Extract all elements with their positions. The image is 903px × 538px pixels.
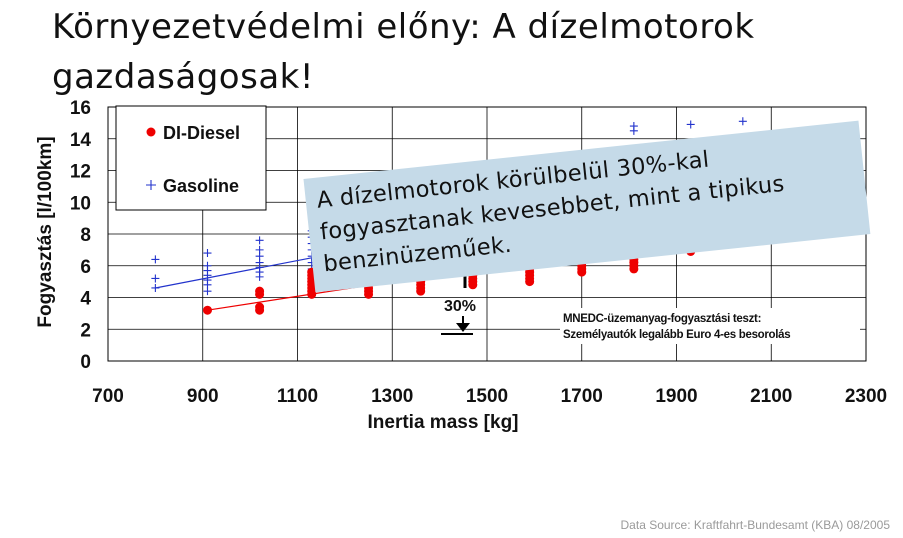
data-source-note: Data Source: Kraftfahrt-Bundesamt (KBA) … [620, 518, 890, 532]
diesel-point [202, 305, 212, 315]
legend-box [115, 105, 267, 211]
reduction-arrowhead [456, 323, 470, 332]
y-tick-label: 0 [80, 352, 91, 373]
x-tick-label: 1500 [466, 386, 508, 407]
legend-gasoline-marker [146, 180, 156, 190]
gasoline-point [203, 261, 212, 270]
callout-box [303, 120, 871, 293]
legend-diesel-label: DI-Diesel [163, 123, 240, 143]
gasoline-point [686, 120, 695, 129]
gasoline-point [151, 255, 160, 264]
x-tick-label: 1300 [371, 386, 413, 407]
reduction-label: 30% [444, 298, 476, 315]
diesel-point [255, 286, 265, 296]
gasoline-point [629, 122, 638, 131]
x-tick-label: 1700 [561, 386, 603, 407]
x-tick-label: 700 [92, 386, 124, 407]
gasoline-point [738, 117, 747, 126]
diesel-point [255, 302, 265, 312]
test-note: MNEDC-üzemanyag-fogyasztási teszt: Személ… [560, 308, 860, 344]
x-tick-label: 2100 [750, 386, 792, 407]
legend-gasoline-label: Gasoline [163, 176, 239, 196]
y-tick-label: 12 [70, 162, 91, 183]
test-note-bg [560, 308, 860, 344]
gasoline-point [255, 236, 264, 245]
test-note-line-1: MNEDC-üzemanyag-fogyasztási teszt: [563, 313, 761, 325]
y-tick-label: 14 [70, 130, 92, 151]
legend: DI-Diesel Gasoline [115, 105, 267, 211]
gasoline-point [151, 274, 160, 283]
y-tick-label: 16 [70, 98, 91, 119]
y-tick-label: 2 [80, 320, 91, 341]
x-axis-title: Inertia mass [kg] [368, 412, 519, 433]
x-tick-label: 1100 [277, 386, 318, 407]
y-tick-label: 10 [70, 193, 91, 214]
y-tick-label: 4 [80, 289, 91, 310]
gasoline-point [151, 283, 160, 292]
y-tick-label: 6 [80, 257, 91, 278]
y-axis-title: Fogyasztás [l/100km] [35, 136, 56, 327]
page-title: Környezetvédelmi előny: A dízelmotorok g… [52, 7, 755, 97]
callout: A dízelmotorok körülbelül 30%-kalfogyasz… [303, 120, 871, 293]
gasoline-point [203, 249, 212, 258]
legend-diesel-marker [146, 127, 156, 137]
gasoline-trend-line [155, 257, 312, 289]
gasoline-point [255, 245, 264, 254]
x-tick-label: 1900 [655, 386, 697, 407]
y-tick-label: 8 [80, 225, 91, 246]
x-tick-label: 900 [187, 386, 219, 407]
test-note-line-2: Személyautók legalább Euro 4-es besorolá… [563, 329, 790, 341]
x-tick-label: 2300 [845, 386, 887, 407]
